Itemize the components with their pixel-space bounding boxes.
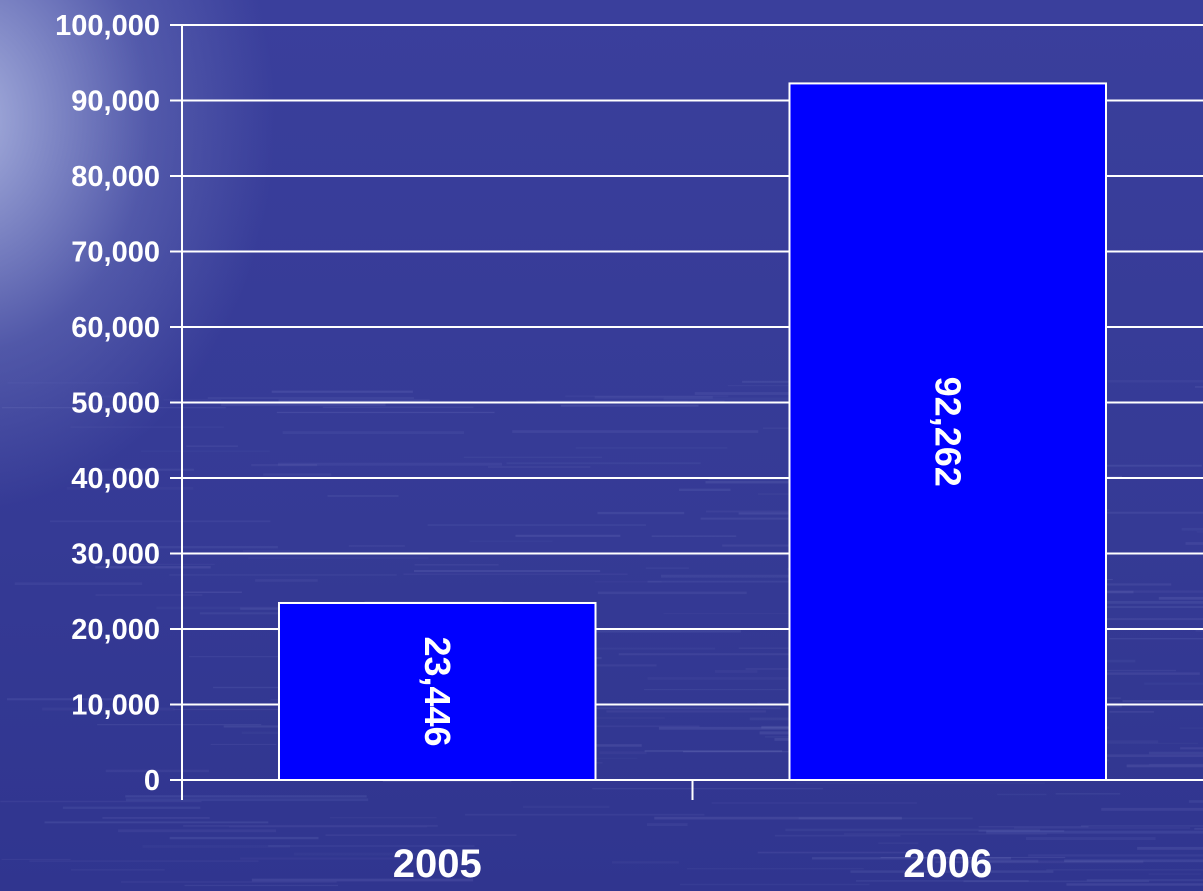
y-tick-label: 0 — [144, 765, 160, 797]
x-category-label: 2006 — [903, 842, 992, 886]
y-tick-labels: 0 10,000 20,000 30,000 40,000 50,000 60,000 70,… — [55, 10, 160, 797]
y-tick-label: 60,000 — [71, 312, 160, 344]
y-tick-label: 50,000 — [71, 388, 160, 420]
bars — [277, 82, 1108, 782]
bar-2006 — [788, 82, 1108, 782]
y-tick-label: 90,000 — [71, 86, 160, 118]
data-label: 92,262 — [927, 377, 968, 487]
y-tick-label: 10,000 — [71, 690, 160, 722]
y-tick-label: 40,000 — [71, 463, 160, 495]
axes — [170, 24, 694, 800]
y-tick-label: 70,000 — [71, 237, 160, 269]
x-category-labels: 2005 2006 — [393, 842, 992, 886]
data-label: 23,446 — [417, 636, 458, 746]
y-tick-label: 100,000 — [55, 10, 160, 42]
x-category-label: 2005 — [393, 842, 482, 886]
y-tick-label: 20,000 — [71, 614, 160, 646]
y-tick-label: 30,000 — [71, 539, 160, 571]
data-labels: 23,446 92,262 — [417, 377, 969, 747]
bar-2005 — [277, 601, 597, 782]
y-tick-label: 80,000 — [71, 161, 160, 193]
